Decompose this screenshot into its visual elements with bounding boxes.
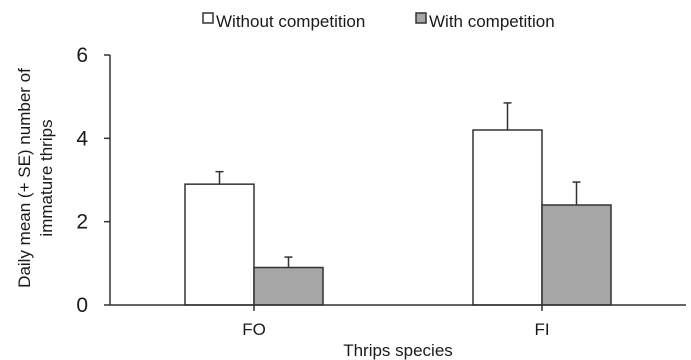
y-axis-title: Daily mean (+ SE) number of immature thr… [15, 68, 56, 288]
bar-fo-without-competition [184, 183, 255, 306]
x-tick-label: FI [534, 320, 549, 339]
y-axis-title-line-1: Daily mean (+ SE) number of [15, 68, 34, 288]
legend: Without competition With competition [202, 12, 555, 31]
y-tick-label: 4 [76, 127, 88, 150]
x-axis-title: Thrips species [343, 341, 453, 360]
bar-fi-without-competition [472, 129, 543, 306]
y-tick-label: 0 [76, 294, 88, 317]
bar-fi-with-competition [541, 204, 612, 306]
legend-label: Without competition [216, 12, 365, 31]
x-axis-labels: FO FI [242, 305, 550, 339]
x-tick-label: FO [242, 320, 266, 339]
legend-swatch [202, 12, 214, 24]
y-axis-title-line-2: immature thrips [37, 119, 56, 236]
legend-label: With competition [429, 12, 555, 31]
y-tick-label: 6 [76, 44, 88, 67]
plot-area [184, 102, 612, 306]
bar-fo-with-competition [253, 266, 324, 306]
legend-swatch [415, 12, 427, 24]
y-tick-label: 2 [76, 211, 88, 234]
y-axis-ticks: 0 2 4 6 [76, 44, 110, 317]
